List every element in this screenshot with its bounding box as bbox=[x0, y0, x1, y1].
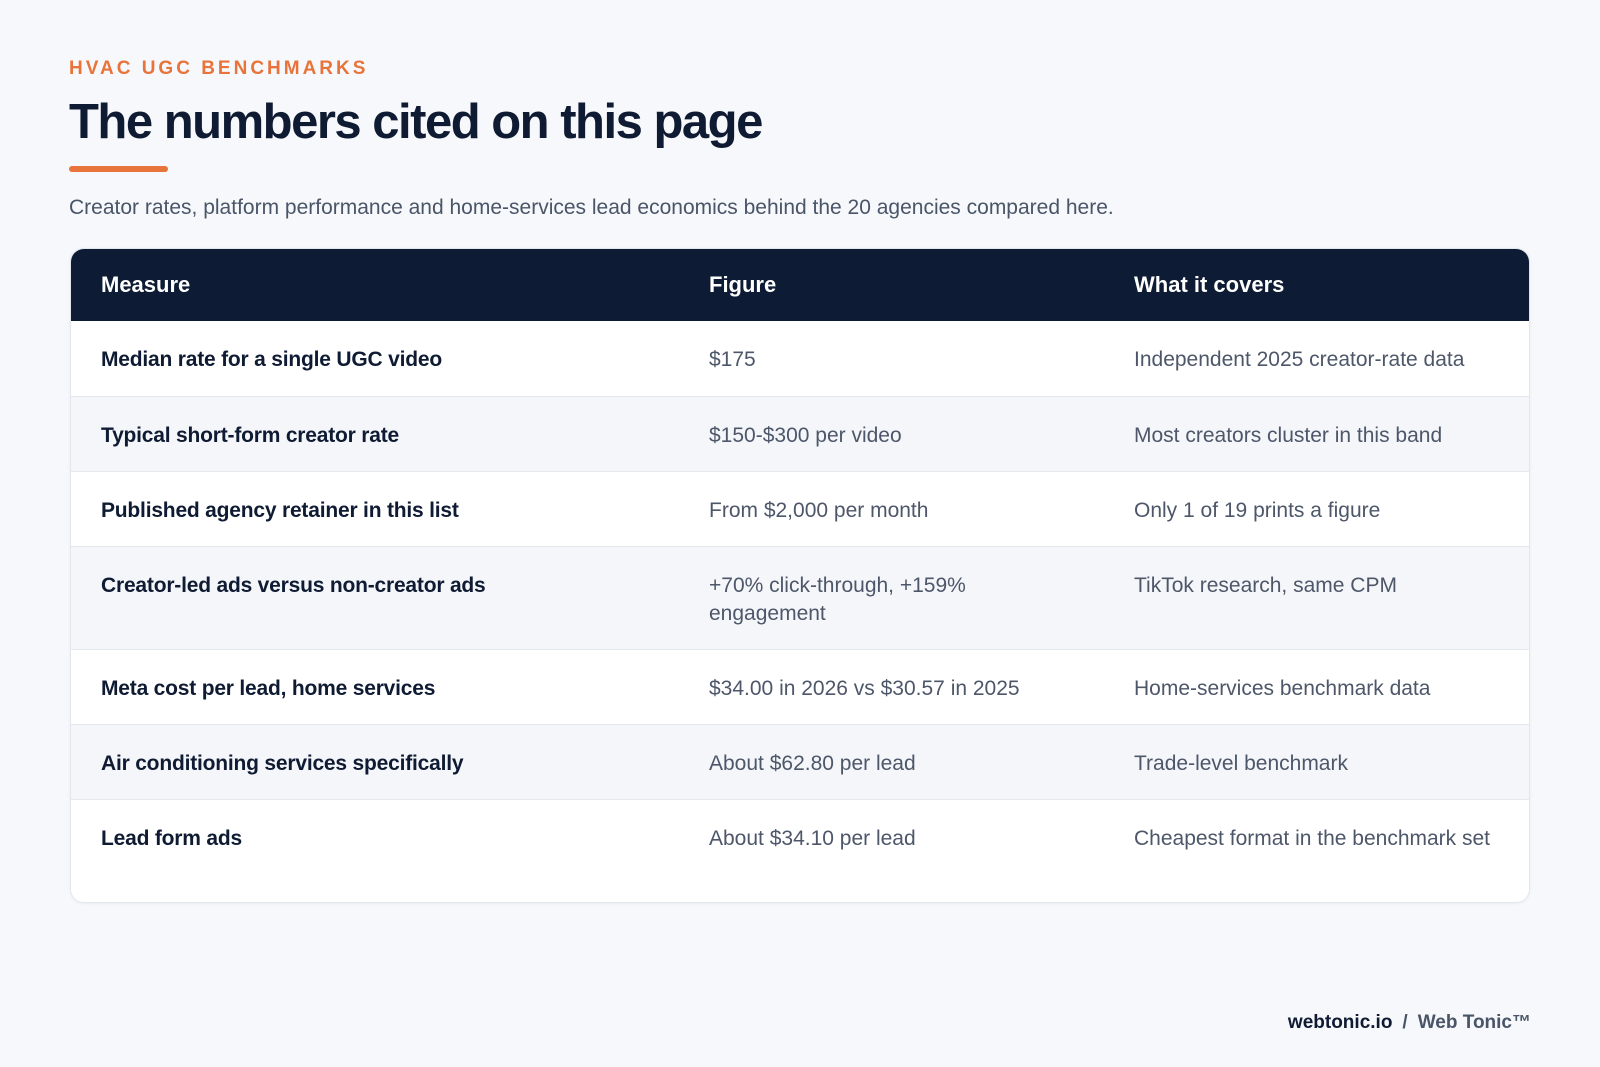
cell-figure: $150-$300 per video bbox=[709, 423, 902, 447]
cell-figure: About $62.80 per lead bbox=[709, 751, 916, 775]
footer-brand: Web Tonic™ bbox=[1417, 1012, 1531, 1033]
table-row: Lead form ads About $34.10 per lead Chea… bbox=[71, 799, 1529, 902]
table-row: Published agency retainer in this list F… bbox=[71, 471, 1529, 546]
cell-measure: Lead form ads bbox=[101, 826, 242, 850]
table-row: Meta cost per lead, home services $34.00… bbox=[71, 649, 1529, 724]
cell-measure: Typical short-form creator rate bbox=[101, 423, 399, 447]
cell-measure: Meta cost per lead, home services bbox=[101, 676, 436, 700]
footer-credit: webtonic.io / Web Tonic™ bbox=[1288, 1012, 1531, 1034]
cell-figure: About $34.10 per lead bbox=[709, 826, 916, 850]
column-header-measure: Measure bbox=[101, 272, 191, 297]
cell-measure: Air conditioning services specifically bbox=[101, 751, 464, 775]
column-header-covers: What it covers bbox=[1134, 272, 1285, 297]
page-subtitle: Creator rates, platform performance and … bbox=[69, 196, 1114, 219]
cell-covers: TikTok research, same CPM bbox=[1134, 573, 1397, 597]
table-header-row: Measure Figure What it covers bbox=[71, 249, 1529, 321]
table-row: Typical short-form creator rate $150-$30… bbox=[71, 396, 1529, 471]
cell-measure: Creator-led ads versus non-creator ads bbox=[101, 573, 486, 597]
cell-covers: Home-services benchmark data bbox=[1134, 676, 1431, 700]
cell-covers: Cheapest format in the benchmark set bbox=[1134, 826, 1491, 850]
table-row: Creator-led ads versus non-creator ads +… bbox=[71, 546, 1529, 649]
table-row: Median rate for a single UGC video $175 … bbox=[71, 321, 1529, 396]
page-title: The numbers cited on this page bbox=[69, 95, 763, 149]
cell-figure: $175 bbox=[709, 348, 756, 371]
cell-figure: $34.00 in 2026 vs $30.57 in 2025 bbox=[709, 676, 1020, 700]
eyebrow-label: HVAC UGC BENCHMARKS bbox=[69, 58, 369, 79]
cell-figure: From $2,000 per month bbox=[709, 498, 929, 522]
footer-domain: webtonic.io bbox=[1287, 1012, 1393, 1033]
table-header: Measure Figure What it covers bbox=[71, 249, 1529, 321]
cell-covers: Independent 2025 creator-rate data bbox=[1134, 348, 1465, 371]
table-body: Median rate for a single UGC video $175 … bbox=[71, 321, 1529, 902]
footer-separator: / bbox=[1402, 1012, 1408, 1033]
benchmarks-table-card: Measure Figure What it covers Median rat… bbox=[70, 248, 1530, 903]
cell-covers: Only 1 of 19 prints a figure bbox=[1134, 498, 1381, 522]
benchmarks-table: Measure Figure What it covers Median rat… bbox=[71, 249, 1529, 902]
cell-covers: Most creators cluster in this band bbox=[1134, 423, 1443, 447]
title-accent-bar bbox=[69, 166, 168, 172]
cell-figure: +70% click-through, +159% engagement bbox=[709, 573, 966, 625]
column-header-figure: Figure bbox=[709, 272, 777, 297]
cell-measure: Published agency retainer in this list bbox=[101, 498, 459, 522]
cell-measure: Median rate for a single UGC video bbox=[101, 348, 442, 371]
cell-covers: Trade-level benchmark bbox=[1134, 751, 1348, 775]
table-row: Air conditioning services specifically A… bbox=[71, 724, 1529, 799]
